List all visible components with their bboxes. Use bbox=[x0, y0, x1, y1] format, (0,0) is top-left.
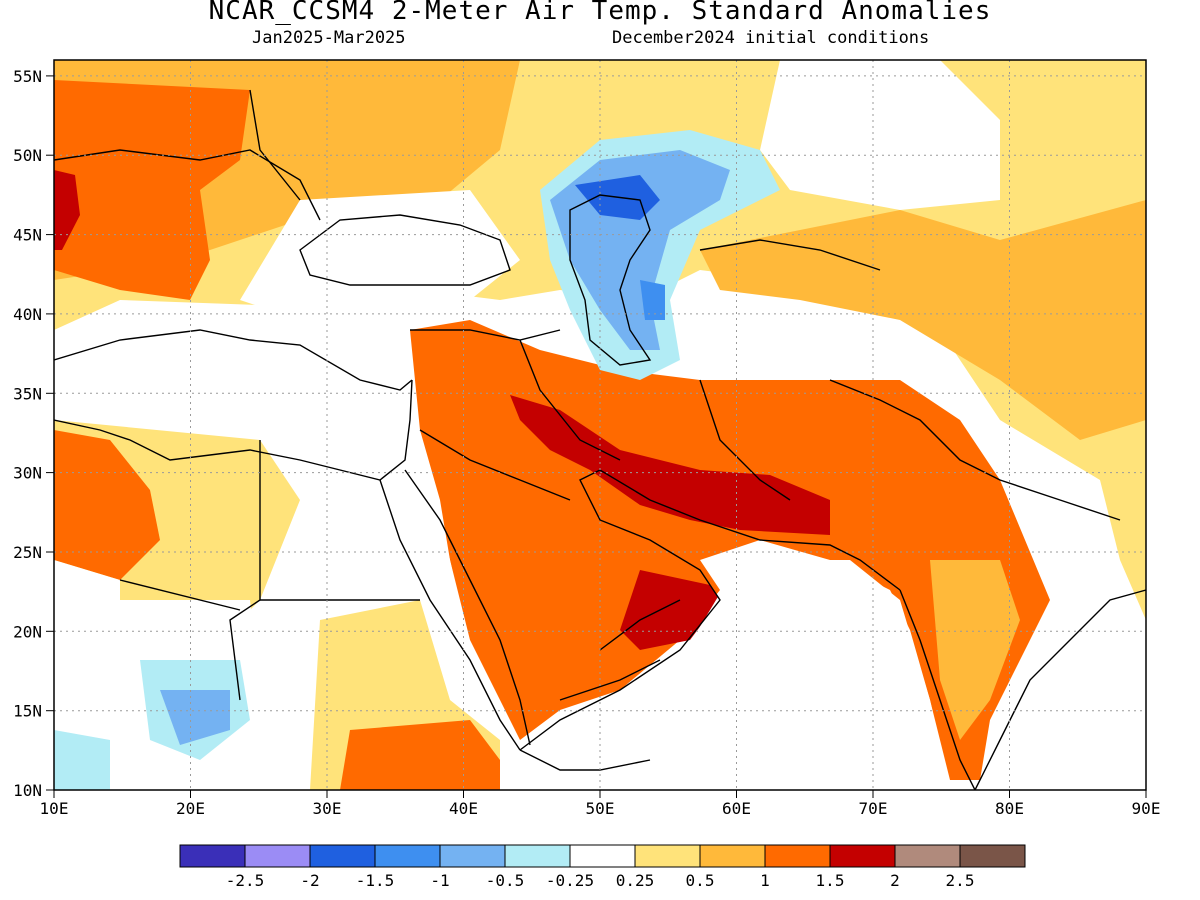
lat-label-30n: 30N bbox=[13, 464, 42, 483]
colorbar-label: -1 bbox=[430, 871, 449, 890]
lon-label-90e: 90E bbox=[1132, 799, 1161, 818]
colorbar-swatch bbox=[179, 844, 246, 868]
latitude-labels: 10N 15N 20N 25N 30N 35N 40N 45N 50N 55N bbox=[13, 67, 42, 800]
lat-label-50n: 50N bbox=[13, 146, 42, 165]
colorbar-swatch bbox=[244, 844, 311, 868]
forecast-period: Jan2025-Mar2025 bbox=[252, 28, 406, 48]
longitude-labels: 10E 20E 30E 40E 50E 60E 70E 80E 90E bbox=[40, 799, 1161, 818]
lat-label-10n: 10N bbox=[13, 781, 42, 800]
lon-label-70e: 70E bbox=[859, 799, 888, 818]
lon-label-50e: 50E bbox=[586, 799, 615, 818]
lon-label-80e: 80E bbox=[995, 799, 1024, 818]
colorbar-label: 0.5 bbox=[686, 871, 715, 890]
colorbar-label: -2 bbox=[300, 871, 319, 890]
axis-ticks bbox=[46, 75, 1147, 798]
colorbar-label: -0.25 bbox=[546, 871, 594, 890]
lat-label-25n: 25N bbox=[13, 543, 42, 562]
lon-label-10e: 10E bbox=[40, 799, 69, 818]
colorbar-swatch bbox=[829, 844, 896, 868]
colorbar-label: 2.5 bbox=[946, 871, 975, 890]
colorbar-label: 0.25 bbox=[616, 871, 655, 890]
colorbar-swatch bbox=[309, 844, 376, 868]
map-title: NCAR_CCSM4 2-Meter Air Temp. Standard An… bbox=[208, 0, 992, 26]
graticule bbox=[54, 60, 1146, 790]
lat-label-20n: 20N bbox=[13, 622, 42, 641]
colorbar-label: 1 bbox=[760, 871, 770, 890]
colorbar-swatch bbox=[374, 844, 441, 868]
colorbar-swatch bbox=[894, 844, 961, 868]
lat-label-45n: 45N bbox=[13, 226, 42, 245]
lon-label-30e: 30E bbox=[313, 799, 342, 818]
colorbar: -2.5 -2 -1.5 -1 -0.5 -0.25 0.25 0.5 1 1.… bbox=[179, 844, 1026, 890]
colorbar-swatch bbox=[699, 844, 766, 868]
colorbar-swatch bbox=[504, 844, 571, 868]
lon-label-60e: 60E bbox=[722, 799, 751, 818]
lat-label-15n: 15N bbox=[13, 702, 42, 721]
initial-conditions: December2024 initial conditions bbox=[612, 28, 930, 48]
lat-label-35n: 35N bbox=[13, 384, 42, 403]
colorbar-label: -0.5 bbox=[486, 871, 525, 890]
colorbar-label: -1.5 bbox=[356, 871, 395, 890]
lon-label-40e: 40E bbox=[449, 799, 478, 818]
colorbar-swatch bbox=[569, 844, 636, 868]
lat-label-55n: 55N bbox=[13, 67, 42, 86]
colorbar-label: -2.5 bbox=[226, 871, 265, 890]
colorbar-label: 2 bbox=[890, 871, 900, 890]
colorbar-label: 1.5 bbox=[816, 871, 845, 890]
colorbar-swatch bbox=[439, 844, 506, 868]
coastlines bbox=[54, 89, 1146, 790]
colorbar-swatch bbox=[764, 844, 831, 868]
colorbar-swatch bbox=[634, 844, 701, 868]
lat-label-40n: 40N bbox=[13, 305, 42, 324]
lon-label-20e: 20E bbox=[176, 799, 205, 818]
colorbar-swatch bbox=[959, 844, 1026, 868]
